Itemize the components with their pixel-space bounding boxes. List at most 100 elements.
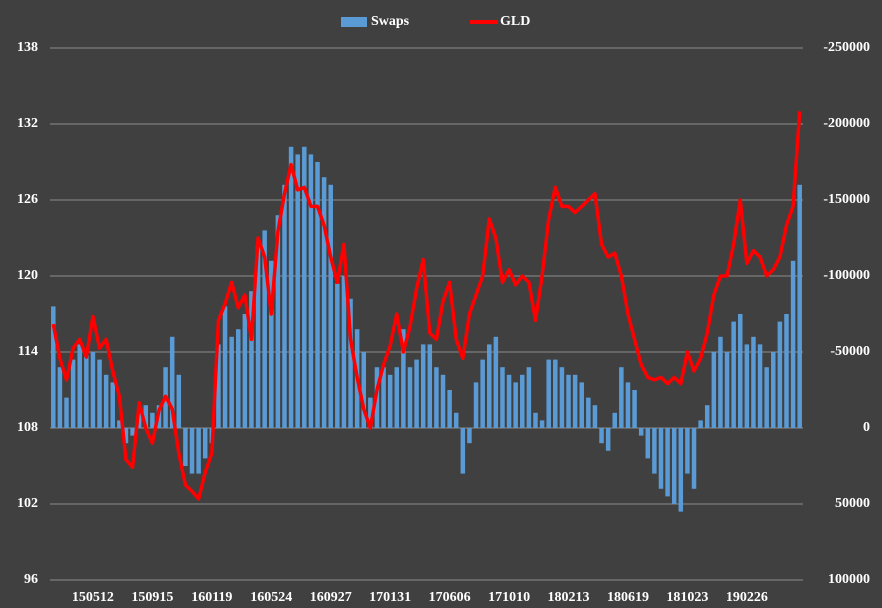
bar [130, 428, 135, 436]
bar [612, 412, 617, 428]
bar [328, 184, 333, 428]
bar [718, 336, 723, 428]
y-tick-label: 114 [18, 344, 38, 359]
bar [77, 344, 82, 428]
y2-tick-label: -150000 [823, 192, 870, 207]
y-tick-label: 108 [17, 420, 38, 435]
x-tick-label: 180213 [548, 590, 590, 605]
bar [500, 367, 505, 428]
bar [559, 367, 565, 428]
x-tick-label: 180619 [607, 590, 649, 605]
bar [229, 336, 234, 428]
bar [506, 374, 512, 428]
bar [665, 428, 670, 497]
bar [619, 367, 624, 428]
y2-tick-label: 100000 [828, 572, 870, 587]
y-tick-label: 126 [17, 192, 38, 207]
y2-tick-label: 50000 [835, 496, 870, 511]
bar [335, 283, 340, 428]
bar [242, 314, 248, 428]
bar [685, 428, 690, 474]
bar [440, 374, 446, 428]
bar [566, 374, 571, 428]
bar [599, 428, 604, 444]
line [51, 111, 802, 501]
bar [797, 184, 802, 428]
bar [678, 428, 684, 512]
bar [520, 374, 525, 428]
bar [97, 359, 102, 428]
y2-tick-label: 0 [863, 420, 870, 435]
bar [249, 291, 254, 428]
bar [255, 245, 261, 428]
bar [216, 344, 221, 428]
bar [90, 352, 96, 428]
bar [420, 344, 426, 428]
bar [308, 154, 314, 428]
bar [671, 428, 677, 504]
bar [70, 359, 76, 428]
bar [381, 367, 386, 428]
x-tick-label: 160927 [310, 590, 352, 605]
bar [427, 344, 433, 428]
bar [183, 428, 188, 466]
legend-swatch [341, 17, 367, 27]
y2-tick-label: -100000 [823, 268, 870, 283]
bar [150, 412, 155, 428]
bar [757, 344, 763, 428]
bar [480, 359, 485, 428]
bar [724, 352, 730, 428]
bar [282, 184, 287, 428]
x-tick-label: 160119 [191, 590, 232, 605]
bar [196, 428, 201, 474]
x-tick-label: 160524 [250, 590, 292, 605]
bar [434, 367, 439, 428]
bar [414, 359, 419, 428]
bar [704, 405, 710, 428]
bar [751, 336, 756, 428]
bar [473, 382, 479, 428]
bar [176, 374, 182, 428]
bar [368, 397, 373, 428]
bar [771, 352, 776, 428]
legend-label: Swaps [371, 14, 410, 29]
bar [579, 382, 584, 428]
bar [645, 428, 651, 459]
y-tick-label: 132 [17, 116, 38, 131]
bar [632, 390, 637, 428]
bar [275, 215, 281, 428]
y-tick-label: 102 [17, 496, 38, 511]
x-tick-label: 181023 [666, 590, 708, 605]
bar [784, 314, 789, 428]
bar [394, 367, 400, 428]
bar [110, 382, 115, 428]
bar [262, 230, 267, 428]
bar [84, 355, 89, 428]
bar [467, 428, 472, 444]
bar [539, 420, 545, 428]
bar [407, 367, 413, 428]
x-tick-label: 171010 [488, 590, 530, 605]
bar [493, 336, 499, 428]
bar [348, 298, 353, 428]
bar [302, 146, 307, 429]
bar [691, 428, 697, 489]
bar [658, 428, 664, 489]
y-tick-label: 138 [17, 40, 38, 55]
bar [123, 428, 129, 444]
y2-tick-label: -50000 [830, 344, 870, 359]
x-tick-label: 150512 [72, 590, 114, 605]
bar [361, 352, 366, 428]
bar [295, 154, 300, 428]
bar [222, 306, 228, 428]
bar [790, 260, 796, 428]
bar [625, 382, 631, 428]
bar [698, 420, 703, 428]
x-tick-label: 170131 [369, 590, 411, 605]
bar [202, 428, 208, 459]
bar [652, 428, 657, 474]
bar [103, 374, 109, 428]
bar [57, 367, 63, 428]
bar [605, 428, 611, 451]
